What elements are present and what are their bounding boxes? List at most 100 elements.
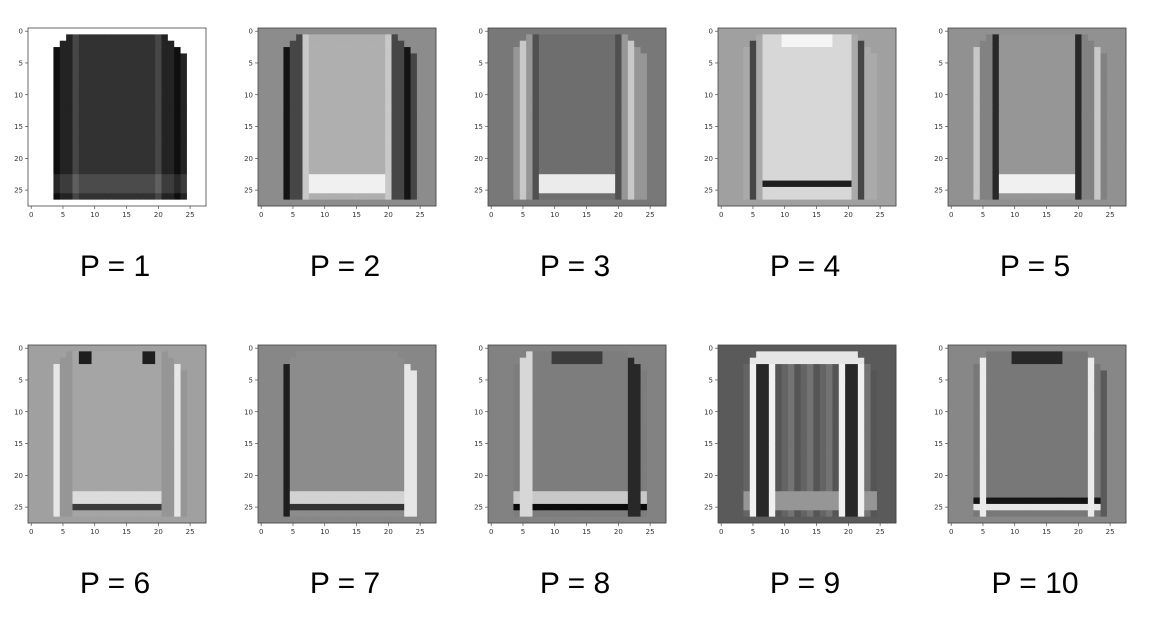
y-tick-label: 15 — [474, 123, 483, 131]
y-tick-label: 0 — [479, 345, 483, 353]
x-tick-label: 5 — [751, 211, 755, 219]
y-tick-label: 20 — [704, 155, 713, 163]
y-tick-label: 25 — [14, 504, 23, 512]
y-tick-label: 20 — [474, 155, 483, 163]
x-tick-label: 0 — [489, 211, 493, 219]
x-tick-label: 10 — [780, 211, 789, 219]
y-tick-label: 10 — [474, 408, 483, 416]
y-tick-label: 25 — [14, 187, 23, 195]
x-tick-label: 10 — [90, 211, 99, 219]
y-tick-label: 5 — [939, 376, 943, 384]
x-tick-label: 25 — [1106, 211, 1115, 219]
y-tick-label: 0 — [709, 345, 713, 353]
x-tick-label: 15 — [812, 211, 821, 219]
eigen-image — [258, 28, 436, 206]
x-tick-label: 0 — [949, 211, 953, 219]
x-tick-label: 15 — [812, 528, 821, 536]
x-tick-label: 25 — [186, 211, 195, 219]
panel-caption: P = 2 — [230, 250, 460, 284]
y-tick-label: 20 — [14, 472, 23, 480]
x-tick-label: 0 — [29, 528, 33, 536]
y-tick-label: 0 — [19, 345, 23, 353]
y-tick-label: 25 — [704, 504, 713, 512]
x-tick-label: 10 — [320, 528, 329, 536]
y-tick-label: 20 — [474, 472, 483, 480]
y-tick-label: 5 — [709, 376, 713, 384]
x-tick-label: 20 — [384, 528, 393, 536]
y-tick-label: 5 — [479, 59, 483, 67]
x-tick-label: 0 — [489, 528, 493, 536]
x-tick-label: 20 — [154, 211, 163, 219]
y-tick-label: 15 — [474, 440, 483, 448]
x-tick-label: 25 — [416, 528, 425, 536]
y-tick-label: 15 — [14, 440, 23, 448]
x-tick-label: 20 — [844, 528, 853, 536]
x-tick-label: 25 — [416, 211, 425, 219]
x-tick-label: 0 — [719, 211, 723, 219]
x-tick-label: 15 — [352, 211, 361, 219]
panel-caption: P = 5 — [920, 250, 1150, 284]
x-tick-label: 5 — [61, 211, 65, 219]
y-tick-label: 10 — [14, 91, 23, 99]
y-tick-label: 0 — [479, 28, 483, 36]
x-tick-label: 5 — [521, 211, 525, 219]
x-tick-label: 5 — [981, 528, 985, 536]
x-tick-label: 0 — [719, 528, 723, 536]
x-tick-label: 20 — [1074, 528, 1083, 536]
x-tick-label: 15 — [1042, 211, 1051, 219]
y-tick-label: 15 — [704, 123, 713, 131]
y-tick-label: 5 — [479, 376, 483, 384]
x-tick-label: 5 — [981, 211, 985, 219]
eigen-image — [488, 345, 666, 523]
y-tick-label: 5 — [19, 59, 23, 67]
y-tick-label: 15 — [244, 123, 253, 131]
x-tick-label: 15 — [582, 211, 591, 219]
x-tick-label: 0 — [259, 528, 263, 536]
x-tick-label: 25 — [186, 528, 195, 536]
x-tick-label: 25 — [876, 528, 885, 536]
x-tick-label: 5 — [291, 528, 295, 536]
x-tick-label: 20 — [384, 211, 393, 219]
y-tick-label: 25 — [704, 187, 713, 195]
y-tick-label: 0 — [249, 28, 253, 36]
y-tick-label: 25 — [934, 504, 943, 512]
y-tick-label: 15 — [14, 123, 23, 131]
x-tick-label: 25 — [646, 528, 655, 536]
x-tick-label: 0 — [29, 211, 33, 219]
eigen-image — [28, 28, 206, 206]
y-tick-label: 10 — [934, 91, 943, 99]
eigen-image — [948, 28, 1126, 206]
y-tick-label: 20 — [934, 155, 943, 163]
y-tick-label: 5 — [19, 376, 23, 384]
x-tick-label: 15 — [352, 528, 361, 536]
eigen-image — [258, 345, 436, 523]
y-tick-label: 25 — [244, 504, 253, 512]
x-tick-label: 20 — [844, 211, 853, 219]
x-tick-label: 15 — [582, 528, 591, 536]
y-tick-label: 10 — [704, 408, 713, 416]
x-tick-label: 10 — [550, 211, 559, 219]
eigen-image — [718, 28, 896, 206]
y-tick-label: 0 — [709, 28, 713, 36]
y-tick-label: 20 — [244, 155, 253, 163]
eigen-image — [718, 345, 896, 523]
x-tick-label: 10 — [550, 528, 559, 536]
x-tick-label: 5 — [521, 528, 525, 536]
x-tick-label: 0 — [949, 528, 953, 536]
y-tick-label: 20 — [244, 472, 253, 480]
y-tick-label: 10 — [474, 91, 483, 99]
